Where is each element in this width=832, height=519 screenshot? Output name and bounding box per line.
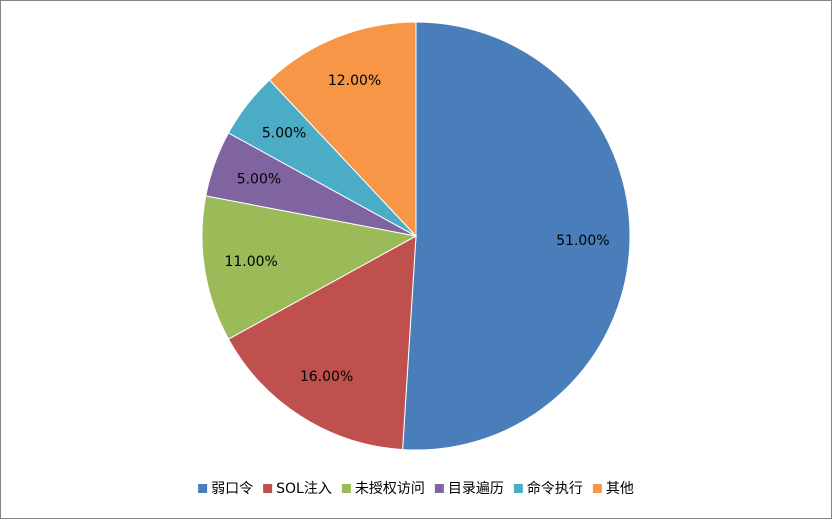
legend: 弱口令 SOL注入 未授权访问 目录遍历 命令执行 其他 bbox=[198, 480, 634, 497]
legend-label: 其他 bbox=[606, 481, 634, 497]
pie-slice bbox=[227, 235, 417, 451]
data-label: 51.00% bbox=[556, 233, 609, 249]
pie-slice bbox=[268, 21, 417, 238]
legend-label: 弱口令 bbox=[211, 481, 253, 497]
legend-label: 未授权访问 bbox=[355, 481, 425, 497]
legend-label: 目录遍历 bbox=[448, 481, 504, 497]
data-label: 16.00% bbox=[300, 369, 353, 385]
legend-label: 命令执行 bbox=[527, 480, 583, 497]
data-label: 12.00% bbox=[328, 73, 381, 89]
data-label: 11.00% bbox=[224, 254, 277, 270]
legend-swatch bbox=[434, 484, 444, 493]
legend-swatch bbox=[263, 484, 273, 493]
data-label: 5.00% bbox=[262, 126, 306, 142]
legend-swatch bbox=[513, 484, 523, 493]
legend-swatch bbox=[198, 484, 208, 493]
legend-swatch bbox=[341, 484, 351, 493]
legend-swatch bbox=[592, 484, 602, 493]
data-label: 5.00% bbox=[237, 171, 281, 187]
pie-slice bbox=[201, 195, 418, 340]
pie-slice bbox=[402, 21, 631, 451]
legend-label: SOL注入 bbox=[276, 481, 332, 497]
